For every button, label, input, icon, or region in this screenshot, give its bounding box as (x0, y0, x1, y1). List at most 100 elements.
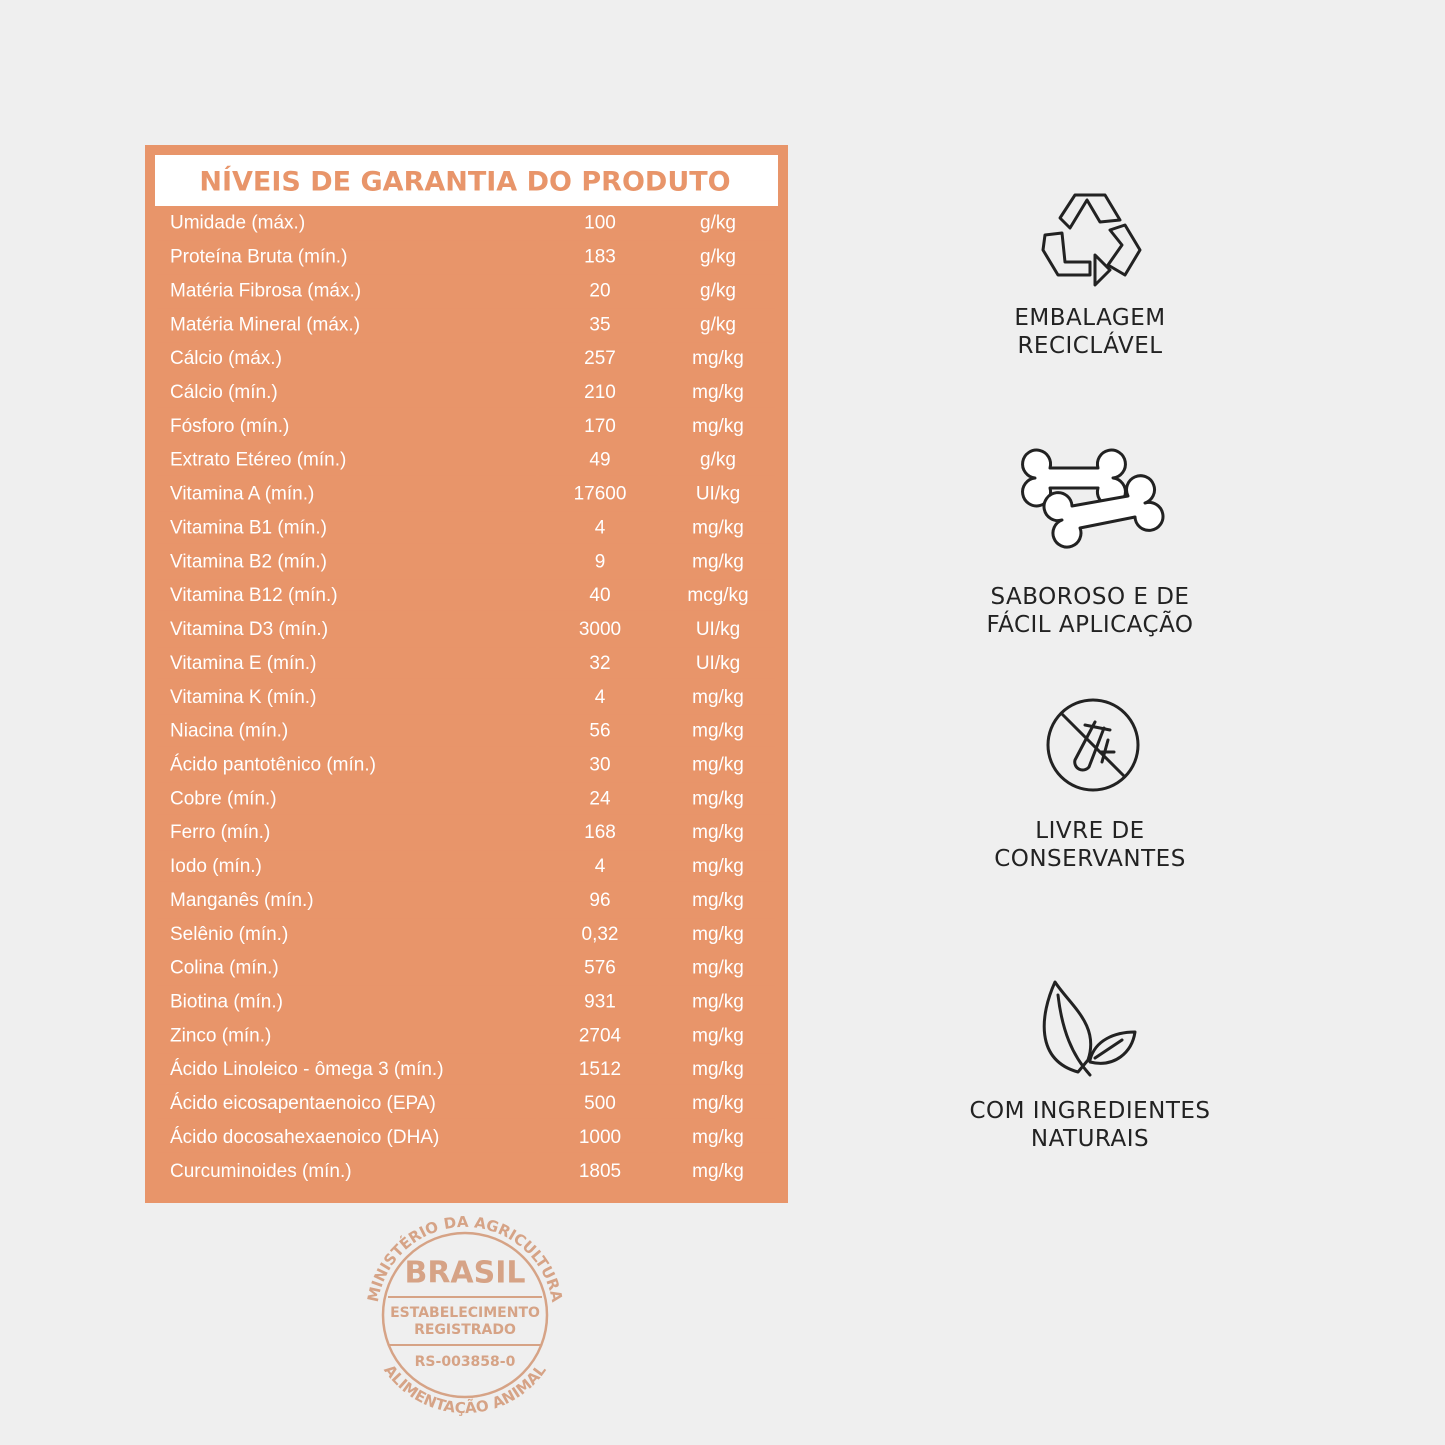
feature-label: COM INGREDIENTES (969, 1098, 1210, 1124)
value-cell (539, 681, 658, 713)
nutrient-unit: g/kg (700, 247, 736, 268)
name-cell (157, 207, 536, 239)
nutrient-value: 183 (584, 247, 616, 268)
nutrient-name: Vitamina B1 (mín.) (170, 517, 327, 538)
nutrient-name: Proteína Bruta (mín.) (170, 247, 347, 268)
unit-cell (661, 274, 775, 307)
nutrient-unit: mg/kg (692, 1059, 744, 1080)
value-cell (539, 816, 658, 848)
nutrient-unit: mg/kg (692, 958, 744, 979)
value-cell (539, 545, 658, 577)
nutrient-unit: g/kg (700, 213, 736, 234)
nutrient-value: 0,32 (582, 924, 619, 945)
nutrient-value: 2704 (579, 1025, 622, 1046)
nutrient-name: Umidade (máx.) (170, 213, 305, 234)
nutrient-unit: g/kg (700, 280, 736, 301)
stamp-middle: REGISTRADO (414, 1322, 516, 1338)
unit-cell (661, 1121, 775, 1153)
leaf-icon (1042, 980, 1137, 1077)
unit-cell (661, 816, 775, 848)
nutrient-name: Cobre (mín.) (170, 788, 277, 809)
name-cell (157, 308, 536, 340)
nutrient-name: Zinco (mín.) (170, 1025, 271, 1046)
nutrient-unit: UI/kg (696, 619, 740, 640)
nutrient-value: 3000 (579, 619, 621, 640)
bones-icon (1021, 448, 1165, 549)
unit-cell (661, 511, 775, 544)
name-cell (157, 782, 536, 815)
nutrient-unit: mg/kg (692, 856, 744, 877)
unit-cell (661, 850, 775, 882)
nutrient-value: 30 (589, 754, 610, 775)
nutrient-unit: mg/kg (692, 1025, 744, 1046)
value-cell (539, 850, 658, 882)
nutrient-unit: mg/kg (692, 416, 744, 437)
name-cell (157, 376, 536, 408)
nutrient-value: 4 (595, 687, 606, 708)
nutrient-name: Curcuminoides (mín.) (170, 1161, 352, 1182)
name-cell (157, 1121, 536, 1153)
unit-cell (661, 240, 775, 273)
feature-label: RECICLÁVEL (1017, 331, 1162, 359)
value-cell (539, 342, 658, 374)
name-cell (157, 511, 536, 544)
nutrient-value: 931 (584, 992, 616, 1013)
feature-label: LIVRE DE (1035, 818, 1144, 844)
nutrient-value: 170 (584, 416, 616, 437)
nutrient-unit: mcg/kg (687, 585, 748, 606)
value-cell (539, 511, 658, 544)
value-cell (539, 714, 658, 747)
nutrient-unit: UI/kg (696, 484, 740, 505)
value-cell (539, 477, 658, 510)
nutrient-name: Vitamina B12 (mín.) (170, 585, 338, 606)
unit-cell (661, 985, 775, 1018)
value-cell (539, 410, 658, 442)
nutrient-unit: mg/kg (692, 992, 744, 1013)
unit-cell (661, 918, 775, 950)
nutrient-name: Ácido docosahexaenoico (DHA) (170, 1127, 439, 1148)
value-cell (539, 1053, 658, 1085)
name-cell (157, 681, 536, 713)
nutrient-unit: mg/kg (692, 517, 744, 538)
value-cell (539, 782, 658, 815)
feature-label: SABOROSO E DE (991, 584, 1190, 610)
nutrient-name: Matéria Fibrosa (máx.) (170, 280, 361, 301)
nutrient-value: 49 (589, 450, 610, 471)
nutrient-unit: mg/kg (692, 721, 744, 742)
nutrient-name: Vitamina B2 (mín.) (170, 551, 327, 572)
name-cell (157, 410, 536, 442)
nutrient-unit: mg/kg (692, 382, 744, 403)
nutrient-value: 4 (595, 517, 606, 538)
nutrient-unit: mg/kg (692, 348, 744, 369)
value-cell (539, 884, 658, 916)
unit-cell (661, 308, 775, 340)
value-cell (539, 918, 658, 950)
nutrient-value: 210 (584, 382, 616, 403)
name-cell (157, 816, 536, 848)
stamp-center: BRASIL (404, 1256, 525, 1291)
nutrient-unit: mg/kg (692, 687, 744, 708)
nutrient-value: 40 (589, 585, 610, 606)
nutrient-unit: mg/kg (692, 788, 744, 809)
nutrient-value: 100 (584, 213, 616, 234)
unit-cell (661, 884, 775, 916)
name-cell (157, 647, 536, 679)
value-cell (539, 579, 658, 611)
nutrient-value: 1000 (579, 1127, 621, 1148)
nutrient-name: Selênio (mín.) (170, 924, 288, 945)
value-cell (539, 613, 658, 645)
name-cell (157, 444, 536, 476)
name-cell (157, 951, 536, 984)
nutrient-value: 9 (595, 551, 606, 572)
nutrient-value: 576 (584, 958, 616, 979)
unit-cell (661, 444, 775, 476)
value-cell (539, 1087, 658, 1119)
nutrient-value: 4 (595, 856, 606, 877)
feature-label: NATURAIS (1031, 1126, 1149, 1152)
unit-cell (661, 647, 775, 679)
name-cell (157, 884, 536, 916)
unit-cell (661, 579, 775, 611)
nutrient-value: 35 (589, 314, 610, 335)
